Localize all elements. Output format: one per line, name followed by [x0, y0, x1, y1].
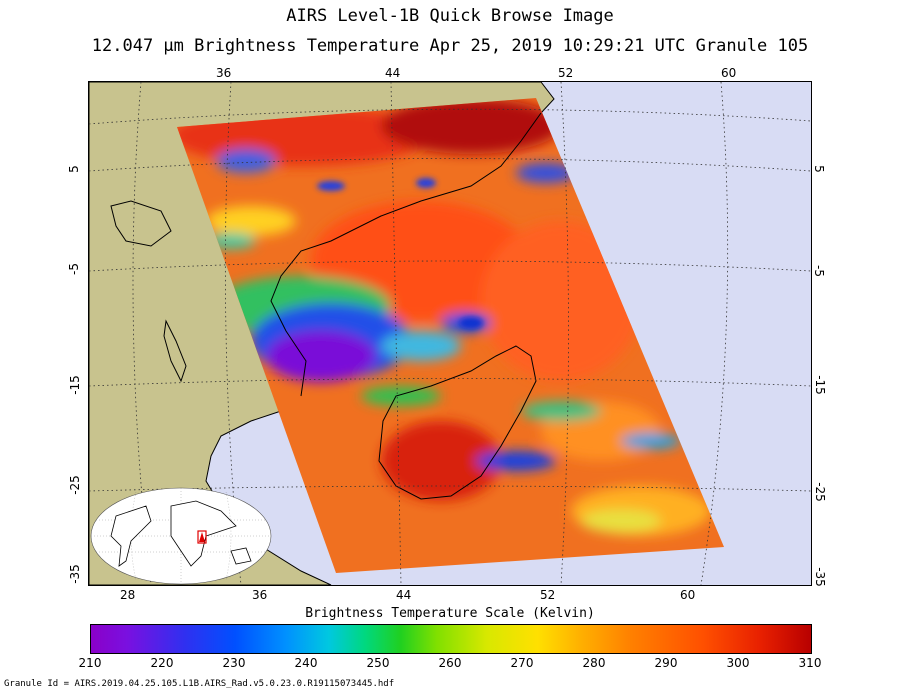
top-lon-label: 44	[385, 66, 401, 80]
top-lon-label: 60	[721, 66, 737, 80]
right-lat-label: -15	[812, 375, 827, 395]
swath-coastline	[270, 112, 542, 397]
map-panel	[88, 81, 812, 586]
colorbar-title: Brightness Temperature Scale (Kelvin)	[305, 606, 595, 621]
top-lon-label: 52	[558, 66, 574, 80]
bottom-lon-label: 28	[120, 588, 136, 602]
granule-id: Granule Id = AIRS.2019.04.25.105.L1B.AIR…	[4, 679, 395, 689]
left-lat-label: -5	[66, 263, 81, 275]
right-lat-label: -25	[812, 482, 827, 502]
colorbar-tick: 310	[798, 656, 822, 670]
right-lat-label: 5	[811, 165, 826, 173]
image-subtitle: 12.047 μm Brightness Temperature Apr 25,…	[91, 36, 809, 56]
colorbar-tick: 290	[654, 656, 678, 670]
colorbar	[90, 624, 812, 654]
colorbar-tick: 300	[726, 656, 750, 670]
colorbar-tick: 270	[510, 656, 534, 670]
world-inset	[90, 487, 272, 585]
image-title: AIRS Level-1B Quick Browse Image	[286, 6, 614, 26]
colorbar-tick: 210	[78, 656, 102, 670]
bottom-lon-label: 44	[396, 588, 412, 602]
lake	[110, 200, 172, 247]
colorbar-tick: 280	[582, 656, 606, 670]
left-lat-label: -15	[67, 375, 82, 395]
colorbar-tick: 250	[366, 656, 390, 670]
bottom-lon-label: 36	[252, 588, 268, 602]
left-lat-label: -25	[67, 475, 82, 495]
colorbar-tick: 240	[294, 656, 318, 670]
colorbar-tick: 260	[438, 656, 462, 670]
right-lat-label: -5	[811, 265, 826, 277]
bottom-lon-label: 60	[680, 588, 696, 602]
left-lat-label: 5	[66, 165, 81, 173]
colorbar-tick: 230	[222, 656, 246, 670]
bottom-lon-label: 52	[540, 588, 556, 602]
map-svg	[89, 82, 811, 585]
top-lon-label: 36	[216, 66, 232, 80]
graticule	[89, 82, 811, 585]
right-lat-label: -35	[812, 567, 827, 587]
colorbar-tick: 220	[150, 656, 174, 670]
left-lat-label: -35	[67, 564, 82, 584]
